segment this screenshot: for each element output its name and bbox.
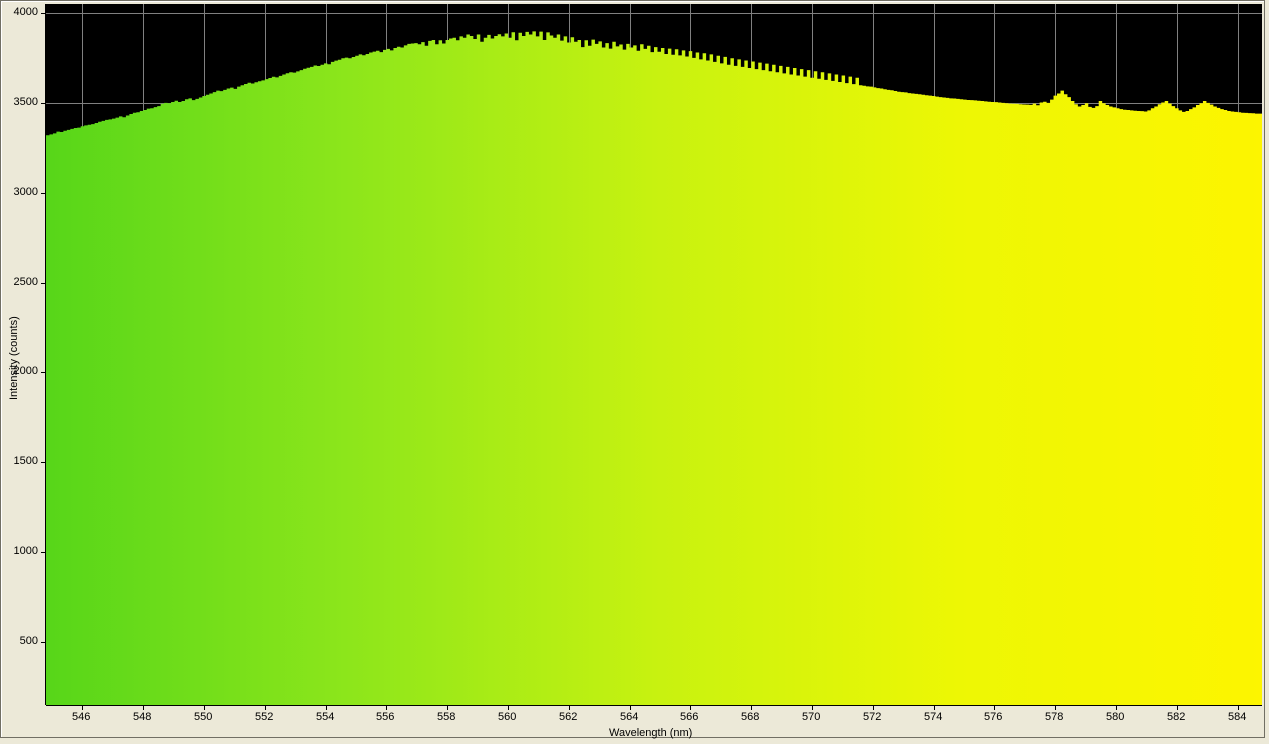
x-tick-label: 554 (316, 711, 334, 723)
x-tick-label: 562 (559, 711, 577, 723)
spectrum-bars (46, 4, 1262, 705)
y-tick-label: 4000 (14, 6, 38, 18)
y-tick-label: 3000 (14, 186, 38, 198)
x-tick-label: 564 (620, 711, 638, 723)
x-axis-line (46, 705, 1262, 706)
x-tick-label: 574 (924, 711, 942, 723)
y-axis-title: Intensity (counts) (8, 316, 20, 400)
y-tick-label: 1500 (14, 455, 38, 467)
y-axis-line (45, 4, 46, 705)
x-tick-label: 576 (984, 711, 1002, 723)
y-tick-label: 500 (20, 635, 38, 647)
y-tick-label: 2500 (14, 276, 38, 288)
x-tick-label: 548 (133, 711, 151, 723)
x-tick-label: 580 (1106, 711, 1124, 723)
x-tick-label: 572 (863, 711, 881, 723)
spectrum-chart: 5001000150020002500300035004000546548550… (0, 0, 1269, 744)
x-tick-label: 566 (680, 711, 698, 723)
x-tick-label: 552 (255, 711, 273, 723)
x-tick-label: 558 (437, 711, 455, 723)
x-tick-label: 568 (741, 711, 759, 723)
x-tick-label: 546 (72, 711, 90, 723)
y-tick-label: 3500 (14, 96, 38, 108)
x-tick-label: 578 (1045, 711, 1063, 723)
x-axis-title: Wavelength (nm) (609, 727, 692, 739)
x-tick-label: 560 (498, 711, 516, 723)
x-tick-label: 550 (194, 711, 212, 723)
x-tick-label: 570 (802, 711, 820, 723)
x-tick-label: 584 (1228, 711, 1246, 723)
x-tick-label: 582 (1167, 711, 1185, 723)
y-tick-label: 1000 (14, 545, 38, 557)
x-tick-label: 556 (376, 711, 394, 723)
